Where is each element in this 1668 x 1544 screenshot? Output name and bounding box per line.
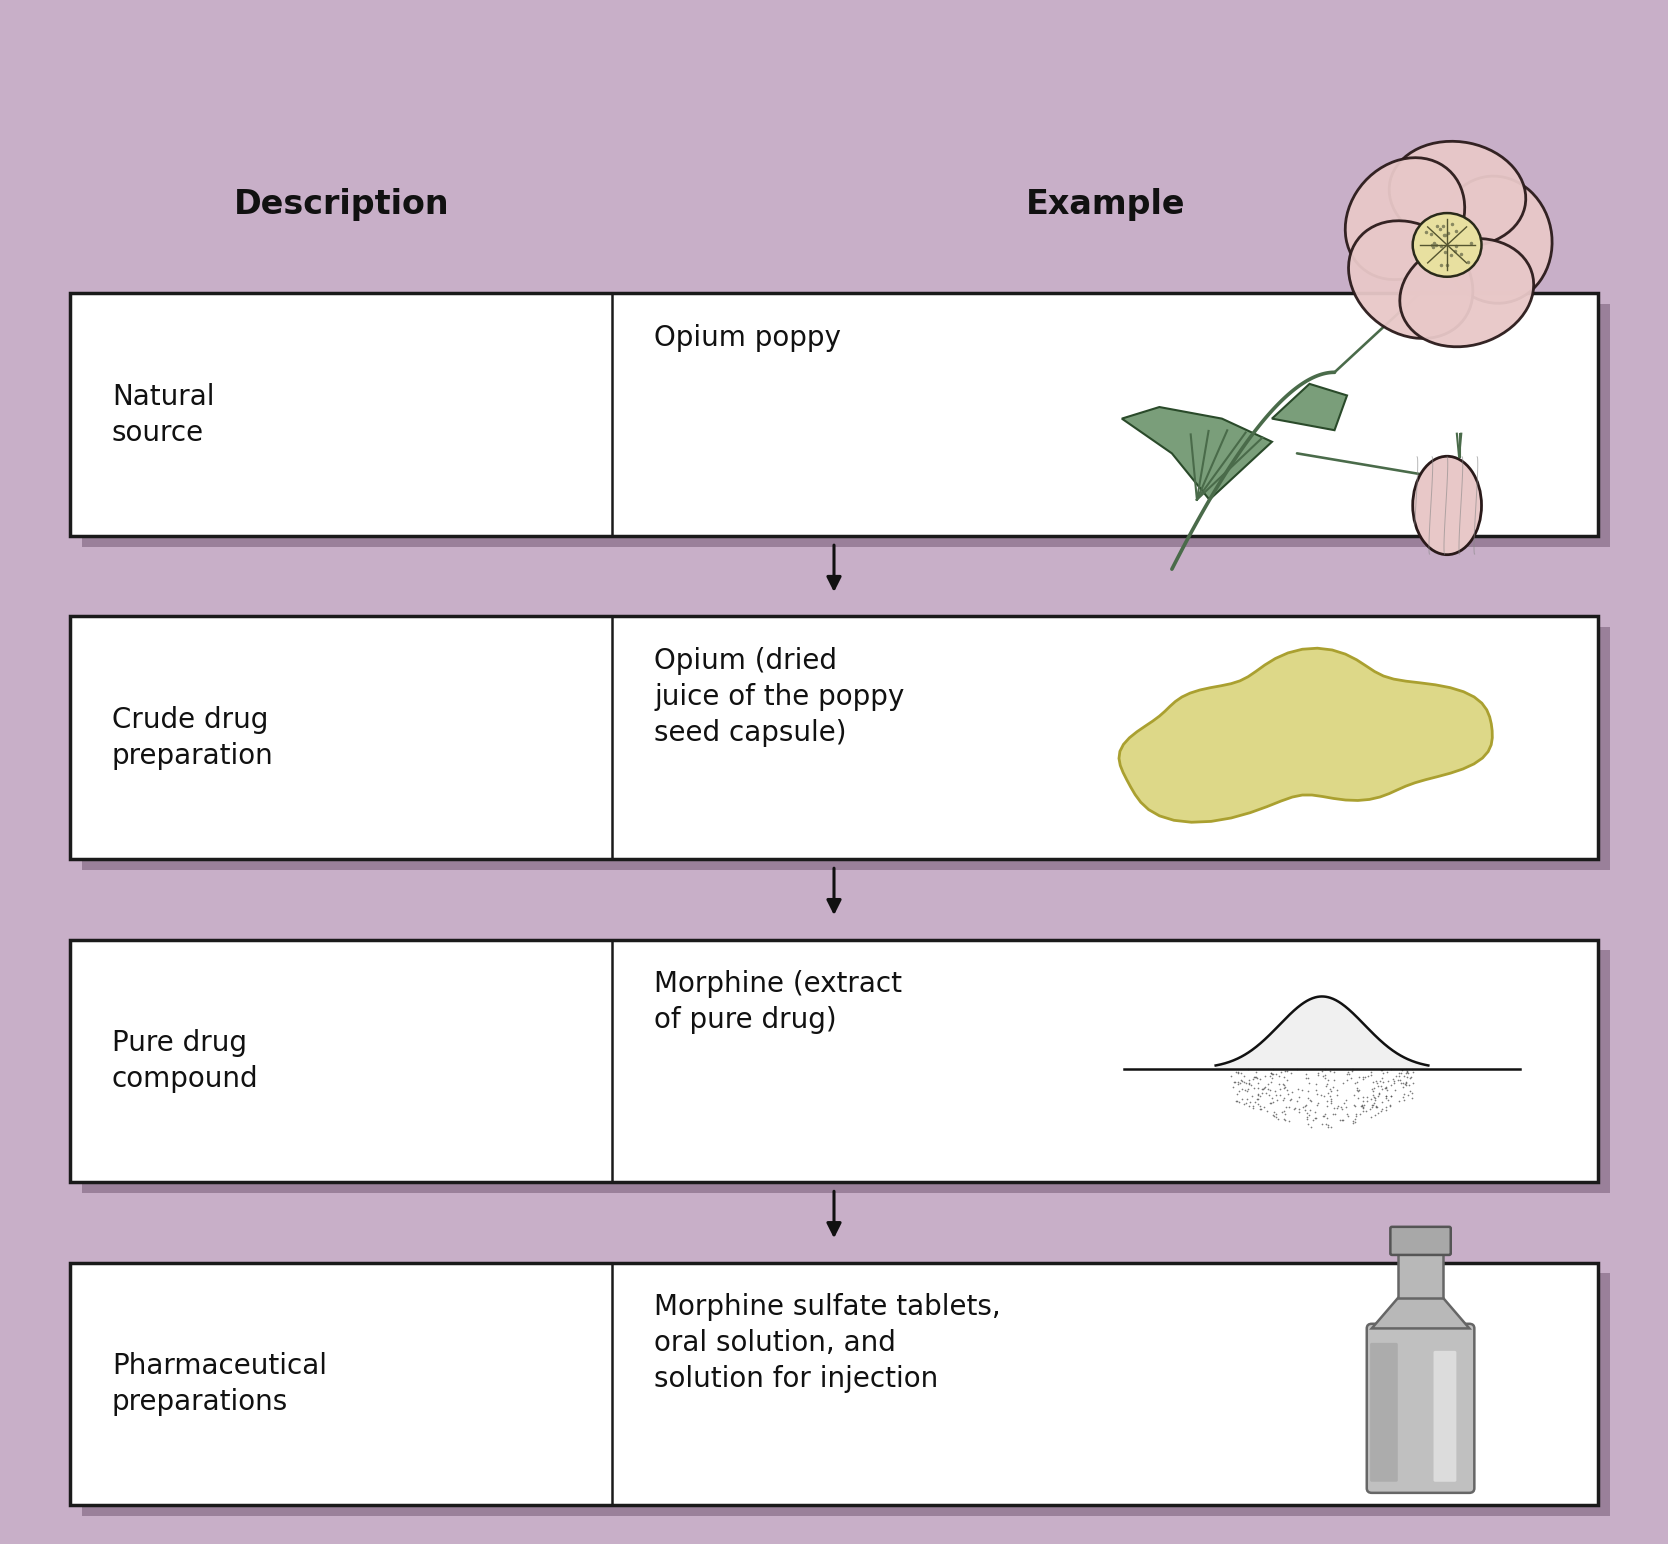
FancyBboxPatch shape [82,950,1610,1194]
FancyBboxPatch shape [70,616,1598,858]
FancyBboxPatch shape [1433,1351,1456,1482]
Text: Opium poppy: Opium poppy [654,324,841,352]
Text: Description: Description [234,188,449,221]
Text: Morphine sulfate tablets,
oral solution, and
solution for injection: Morphine sulfate tablets, oral solution,… [654,1294,1001,1393]
FancyBboxPatch shape [82,304,1610,547]
FancyBboxPatch shape [1366,1323,1475,1493]
Ellipse shape [1346,157,1465,279]
Text: Pure drug
compound: Pure drug compound [112,1028,259,1093]
Text: Pharmaceutical
preparations: Pharmaceutical preparations [112,1353,327,1416]
Ellipse shape [1399,238,1533,347]
Ellipse shape [1413,457,1481,554]
FancyBboxPatch shape [70,939,1598,1183]
Ellipse shape [1389,142,1526,247]
FancyBboxPatch shape [70,293,1598,536]
FancyBboxPatch shape [1398,1254,1443,1299]
Text: Example: Example [1026,188,1184,221]
FancyBboxPatch shape [82,627,1610,869]
Ellipse shape [1439,176,1553,303]
Polygon shape [1371,1299,1470,1328]
Text: Crude drug
preparation: Crude drug preparation [112,706,274,770]
Text: Morphine (extract
of pure drug): Morphine (extract of pure drug) [654,971,902,1034]
Polygon shape [1273,384,1348,431]
Text: Opium (dried
juice of the poppy
seed capsule): Opium (dried juice of the poppy seed cap… [654,647,904,747]
FancyBboxPatch shape [70,1263,1598,1505]
Ellipse shape [1348,221,1473,338]
FancyBboxPatch shape [1391,1227,1451,1255]
FancyBboxPatch shape [82,1274,1610,1516]
Polygon shape [1123,408,1273,500]
Text: Natural
source: Natural source [112,383,214,446]
Ellipse shape [1413,213,1481,276]
Polygon shape [1119,648,1493,823]
FancyBboxPatch shape [1369,1343,1398,1482]
